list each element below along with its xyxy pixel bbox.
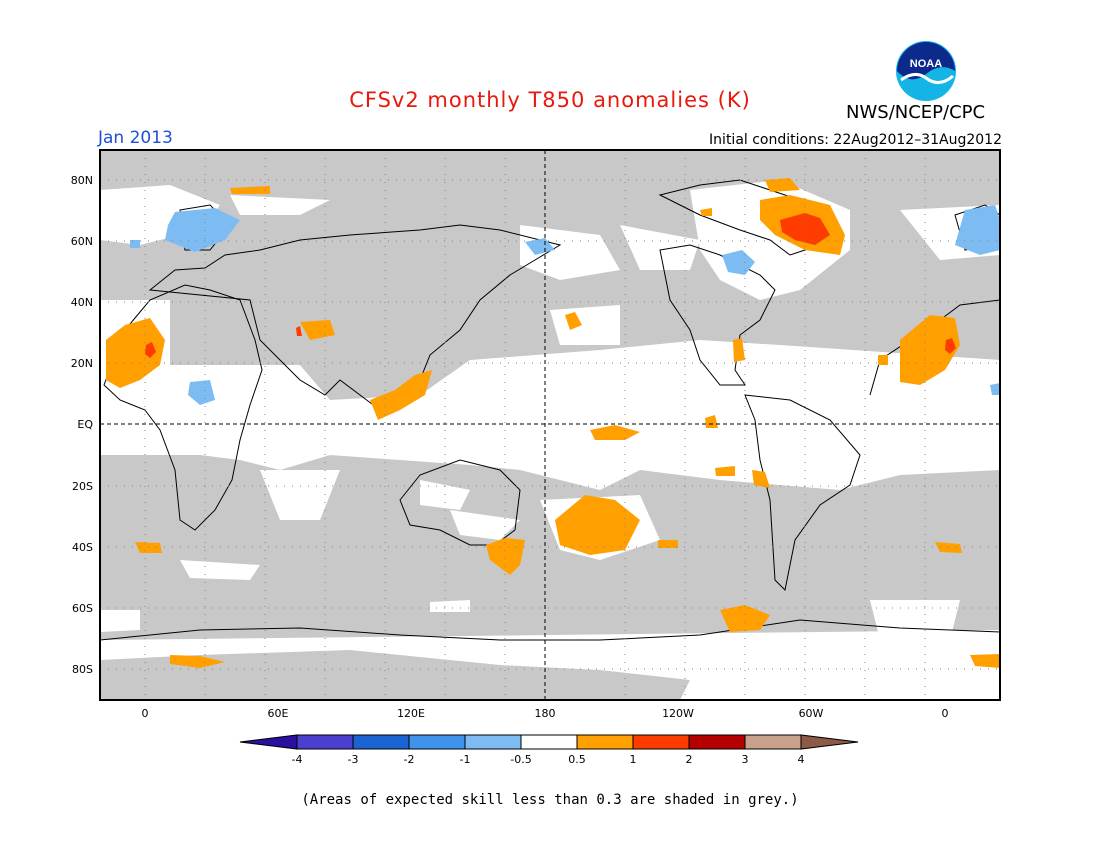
legend-swatch-low-arrow bbox=[239, 734, 298, 750]
lon-label: 180 bbox=[535, 707, 556, 720]
legend-label: -4 bbox=[292, 753, 303, 766]
legend-swatch bbox=[576, 734, 634, 750]
longitude-labels: 0 60E 120E 180 120W 60W 0 bbox=[142, 707, 949, 720]
legend-swatch bbox=[352, 734, 410, 750]
legend-label: -1 bbox=[460, 753, 471, 766]
strong-warm-anomaly-regions bbox=[145, 213, 956, 358]
initial-conditions-label: Initial conditions: 22Aug2012–31Aug2012 bbox=[709, 132, 1002, 148]
legend-label: -0.5 bbox=[510, 753, 531, 766]
legend-swatch bbox=[408, 734, 466, 750]
legend-label: -3 bbox=[348, 753, 359, 766]
legend-swatch-high-arrow bbox=[800, 734, 859, 750]
latitude-labels: 80N 60N 40N 20N EQ 20S 40S 60S 80S bbox=[71, 174, 94, 676]
logo-text: NOAA bbox=[910, 58, 942, 70]
legend-label: 1 bbox=[630, 753, 637, 766]
cool-anomaly-regions bbox=[130, 205, 1000, 405]
noaa-logo-icon: NOAA bbox=[895, 40, 957, 102]
legend-label: -2 bbox=[404, 753, 415, 766]
map-title: CFSv2 monthly T850 anomalies (K) bbox=[349, 88, 751, 112]
legend-swatch bbox=[520, 734, 578, 750]
lat-label: 40N bbox=[71, 296, 93, 309]
legend-label: 3 bbox=[742, 753, 749, 766]
color-legend: -4 -3 -2 -1 -0.5 0.5 1 2 3 4 bbox=[239, 734, 859, 766]
lon-label: 60W bbox=[799, 707, 824, 720]
lat-label: 80N bbox=[71, 174, 93, 187]
agency-label: NWS/NCEP/CPC bbox=[846, 102, 986, 123]
lat-label: 40S bbox=[72, 541, 93, 554]
lat-label: 60S bbox=[72, 602, 93, 615]
lon-label: 0 bbox=[142, 707, 149, 720]
lon-label: 60E bbox=[268, 707, 289, 720]
lat-label: 20N bbox=[71, 357, 93, 370]
footnote: (Areas of expected skill less than 0.3 a… bbox=[301, 792, 799, 808]
lat-label: 20S bbox=[72, 480, 93, 493]
legend-swatch bbox=[296, 734, 354, 750]
legend-swatch bbox=[744, 734, 802, 750]
valid-month-label: Jan 2013 bbox=[98, 128, 173, 148]
lat-label: 60N bbox=[71, 235, 93, 248]
legend-swatch bbox=[688, 734, 746, 750]
lat-label: EQ bbox=[77, 418, 93, 431]
legend-label: 2 bbox=[686, 753, 693, 766]
legend-label: 0.5 bbox=[568, 753, 586, 766]
lon-label: 120W bbox=[662, 707, 694, 720]
lon-label: 120E bbox=[397, 707, 425, 720]
lon-label: 0 bbox=[942, 707, 949, 720]
legend-swatch bbox=[632, 734, 690, 750]
map-frame bbox=[99, 149, 1001, 701]
legend-swatch bbox=[464, 734, 522, 750]
map-canvas bbox=[100, 150, 1000, 700]
legend-label: 4 bbox=[798, 753, 805, 766]
lat-label: 80S bbox=[72, 663, 93, 676]
